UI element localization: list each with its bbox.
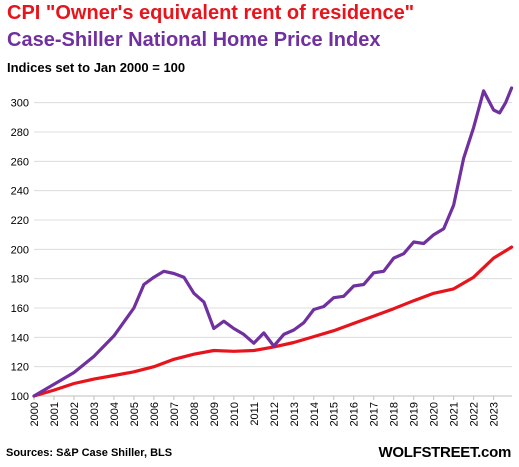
chart-subtitle-series: Case-Shiller National Home Price Index — [7, 29, 381, 51]
brand-logo: WOLFSTREET.com — [378, 444, 512, 461]
y-tick-label: 140 — [11, 332, 29, 344]
x-tick-label: 2013 — [289, 402, 301, 426]
x-tick-label: 2005 — [129, 402, 141, 426]
x-tick-label: 2021 — [449, 402, 461, 426]
x-tick-label: 2016 — [349, 402, 361, 426]
x-tick-label: 2022 — [469, 402, 481, 426]
x-tick-label: 2012 — [269, 402, 281, 426]
chart-title: CPI "Owner's equivalent rent of residenc… — [7, 2, 415, 24]
x-tick-label: 2011 — [249, 402, 261, 426]
y-tick-label: 180 — [11, 274, 29, 286]
y-tick-label: 260 — [11, 156, 29, 168]
y-tick-label: 240 — [11, 186, 29, 198]
x-tick-label: 2007 — [169, 402, 181, 426]
x-tick-label: 2008 — [189, 402, 201, 426]
y-tick-label: 100 — [11, 391, 29, 403]
x-tick-label: 2003 — [89, 402, 101, 426]
x-tick-label: 2001 — [49, 402, 61, 426]
x-tick-labels: 2000 2001 2002 2003 2004 2005 2006 2007 2008 2009… — [29, 402, 501, 426]
grid-lines — [33, 102, 512, 400]
y-tick-labels: 100 120 140 160 180 200 220 240 260 280 300 — [11, 98, 29, 403]
x-tick-label: 2002 — [69, 402, 81, 426]
y-tick-label: 280 — [11, 127, 29, 139]
x-tick-label: 2015 — [329, 402, 341, 426]
x-tick-label: 2019 — [409, 402, 421, 426]
series-line-cpi-oer — [32, 245, 514, 398]
x-tick-label: 2006 — [149, 402, 161, 426]
x-tick-label: 2000 — [29, 402, 41, 426]
source-note: Sources: S&P Case Shiller, BLS — [6, 447, 173, 459]
y-tick-label: 220 — [11, 215, 29, 227]
y-tick-label: 160 — [11, 303, 29, 315]
x-tick-label: 2010 — [229, 402, 241, 426]
x-tick-label: 2014 — [309, 402, 321, 426]
x-tick-label: 2017 — [369, 402, 381, 426]
x-tick-label: 2009 — [209, 402, 221, 426]
series-line-case-shiller — [32, 86, 514, 398]
x-tick-label: 2023 — [489, 402, 501, 426]
y-tick-label: 120 — [11, 362, 29, 374]
x-tick-label: 2020 — [429, 402, 441, 426]
series-lines — [32, 86, 514, 398]
y-tick-label: 200 — [11, 244, 29, 256]
x-tick-label: 2004 — [109, 402, 121, 426]
x-tick-label: 2018 — [389, 402, 401, 426]
chart-note: Indices set to Jan 2000 = 100 — [7, 60, 186, 75]
y-tick-label: 300 — [11, 98, 29, 110]
